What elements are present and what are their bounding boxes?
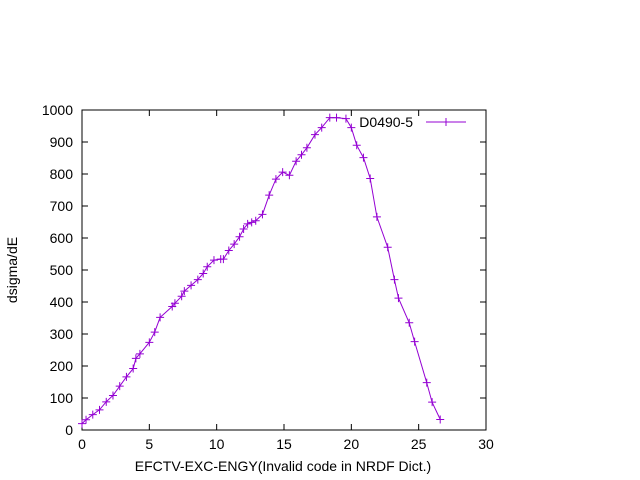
data-point bbox=[317, 123, 326, 132]
data-point bbox=[129, 364, 138, 373]
data-point bbox=[82, 415, 91, 424]
data-point bbox=[131, 354, 140, 363]
data-point bbox=[341, 114, 350, 123]
y-tick-label: 900 bbox=[50, 134, 74, 150]
data-point bbox=[224, 246, 233, 255]
legend: D0490-5 bbox=[359, 114, 466, 130]
legend-marker bbox=[442, 118, 450, 126]
y-tick-label: 0 bbox=[65, 422, 73, 438]
x-tick-label: 0 bbox=[78, 436, 86, 452]
data-point bbox=[310, 130, 319, 139]
data-point bbox=[180, 287, 189, 296]
data-point bbox=[366, 174, 375, 183]
series-layer bbox=[78, 113, 445, 428]
y-tick-label: 700 bbox=[50, 198, 74, 214]
data-point bbox=[145, 338, 154, 347]
data-point bbox=[243, 219, 252, 228]
data-point bbox=[383, 243, 392, 252]
data-point bbox=[156, 313, 165, 322]
data-point bbox=[95, 405, 104, 414]
data-point bbox=[135, 349, 144, 358]
series-line bbox=[81, 117, 441, 424]
data-point bbox=[193, 275, 202, 284]
data-point bbox=[332, 113, 341, 122]
x-tick-label: 20 bbox=[344, 436, 360, 452]
data-point bbox=[230, 240, 239, 249]
data-point bbox=[115, 382, 124, 391]
y-tick-label: 400 bbox=[50, 294, 74, 310]
y-tick-label: 200 bbox=[50, 358, 74, 374]
y-tick-label: 1000 bbox=[42, 102, 73, 118]
data-point bbox=[150, 328, 159, 337]
data-point bbox=[88, 410, 97, 419]
x-axis-label: EFCTV-EXC-ENGY(Invalid code in NRDF Dict… bbox=[135, 458, 431, 474]
y-tick-label: 100 bbox=[50, 390, 74, 406]
y-tick-label: 600 bbox=[50, 230, 74, 246]
data-point bbox=[394, 294, 403, 303]
data-point bbox=[372, 212, 381, 221]
data-point bbox=[410, 337, 419, 346]
data-point bbox=[405, 318, 414, 327]
data-point bbox=[359, 153, 368, 162]
data-point bbox=[352, 141, 361, 150]
data-point bbox=[428, 398, 437, 407]
data-point bbox=[422, 378, 431, 387]
y-tick-label: 800 bbox=[50, 166, 74, 182]
data-point bbox=[278, 168, 287, 177]
legend-marker-glyph bbox=[442, 118, 450, 126]
x-tick-label: 10 bbox=[209, 436, 225, 452]
data-point bbox=[203, 262, 212, 271]
data-point bbox=[122, 372, 131, 381]
plot-frame bbox=[81, 109, 487, 431]
axis-ticks: 0 5 10 15 20 25 300100200300400500600700800900… bbox=[42, 102, 494, 452]
data-point bbox=[235, 232, 244, 241]
x-tick-label: 30 bbox=[478, 436, 494, 452]
data-point bbox=[170, 299, 179, 308]
data-point bbox=[102, 397, 111, 406]
data-point bbox=[325, 113, 334, 122]
data-point bbox=[292, 157, 301, 166]
data-point bbox=[265, 191, 274, 200]
data-point bbox=[285, 171, 294, 180]
data-point bbox=[436, 415, 445, 424]
data-point bbox=[78, 419, 86, 428]
data-point bbox=[108, 391, 117, 400]
data-point bbox=[177, 292, 186, 301]
data-point bbox=[302, 143, 311, 152]
data-point bbox=[247, 218, 256, 227]
x-tick-label: 5 bbox=[145, 436, 153, 452]
data-point bbox=[239, 225, 248, 234]
data-point bbox=[187, 281, 196, 290]
data-point bbox=[347, 123, 356, 132]
data-point bbox=[209, 256, 218, 265]
data-point bbox=[251, 216, 260, 225]
data-point bbox=[199, 269, 208, 278]
y-tick-label: 300 bbox=[50, 326, 74, 342]
data-point bbox=[297, 150, 306, 159]
x-tick-label: 15 bbox=[276, 436, 292, 452]
data-point bbox=[258, 210, 267, 219]
data-point bbox=[219, 255, 228, 264]
y-axis-label: dsigma/dE bbox=[4, 237, 20, 303]
data-point bbox=[271, 175, 280, 184]
data-point bbox=[390, 275, 399, 284]
y-tick-label: 500 bbox=[50, 262, 74, 278]
x-tick-label: 25 bbox=[411, 436, 427, 452]
legend-label: D0490-5 bbox=[359, 114, 413, 130]
plot-border bbox=[81, 109, 487, 431]
